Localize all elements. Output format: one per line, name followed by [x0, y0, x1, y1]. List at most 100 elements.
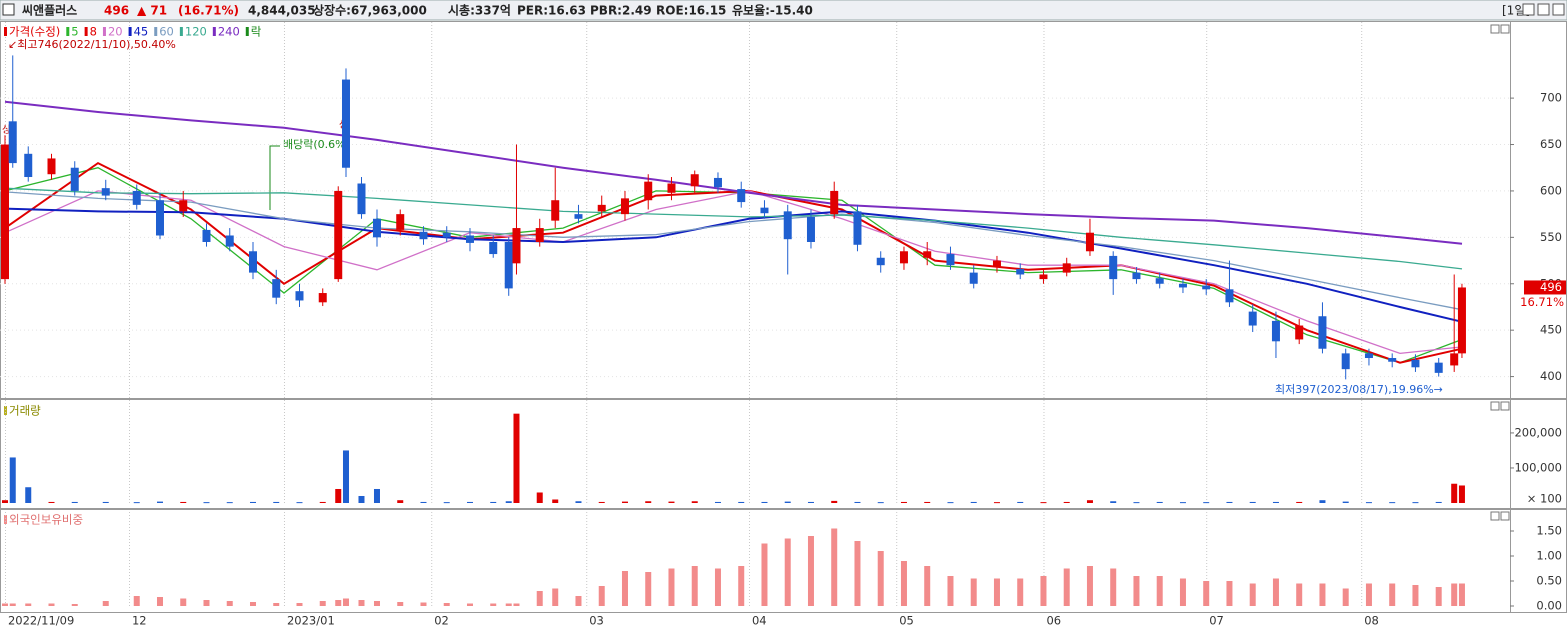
legend-price: 가격(수정)	[9, 25, 60, 39]
bar	[645, 501, 652, 503]
candle-body	[1155, 278, 1164, 284]
candle-body	[318, 293, 327, 303]
bar	[668, 501, 675, 503]
bar	[947, 576, 954, 606]
panel-btn[interactable]	[1500, 511, 1510, 521]
bar	[319, 601, 326, 606]
bar	[877, 551, 884, 606]
candle-body	[853, 211, 862, 245]
x-tick-label: 02	[434, 614, 449, 628]
x-tick-label: 05	[899, 614, 914, 628]
bar	[397, 602, 404, 606]
candle-body	[597, 204, 606, 212]
bar	[598, 586, 605, 606]
candle-body	[690, 174, 699, 187]
candle-body	[70, 167, 79, 191]
bar	[203, 600, 210, 606]
legend-marker	[4, 406, 7, 415]
candle-body	[1450, 353, 1459, 366]
bar	[373, 601, 380, 606]
bar	[1342, 501, 1349, 503]
candle-body	[876, 257, 885, 266]
legend-swatch	[212, 27, 216, 36]
bar	[621, 571, 628, 606]
candle-body	[1132, 272, 1141, 280]
x-tick-label: 08	[1364, 614, 1379, 628]
candle-body	[992, 260, 1001, 268]
bar	[1063, 568, 1070, 606]
bar	[970, 501, 977, 503]
candle-body	[272, 279, 281, 298]
bar	[1133, 502, 1140, 504]
candle-body	[1202, 285, 1211, 290]
bar	[854, 501, 861, 503]
y-tick-label: 450	[1540, 323, 1562, 337]
y-tick-label: 650	[1540, 137, 1562, 151]
candle-body	[155, 200, 164, 236]
bar	[668, 568, 675, 606]
candle-body	[357, 183, 366, 215]
panel-btn[interactable]	[1500, 24, 1510, 34]
legend-entry: 120	[185, 25, 207, 39]
price-tag	[1524, 280, 1566, 295]
maximize-btn[interactable]	[1537, 3, 1550, 16]
bar	[1226, 501, 1233, 503]
y-tick-label: 550	[1540, 230, 1562, 244]
candle-body	[551, 200, 560, 221]
legend-entry: 20	[108, 25, 123, 39]
candle-body	[1434, 362, 1443, 373]
high-annotation: ↙최고746(2022/11/10),50.40%	[8, 38, 176, 51]
bar	[342, 450, 349, 503]
bar	[645, 572, 652, 606]
candle-body	[644, 181, 653, 201]
legend-swatch	[102, 27, 106, 36]
bar	[358, 600, 365, 606]
candle-body	[1341, 353, 1350, 370]
panel-btn[interactable]	[1490, 24, 1500, 34]
candle-body	[620, 198, 629, 215]
bar	[738, 566, 745, 606]
bar	[156, 597, 163, 606]
bar	[1249, 501, 1256, 503]
bar	[443, 603, 450, 606]
bar	[1389, 502, 1396, 504]
candle-body	[806, 216, 815, 242]
candle-body	[225, 235, 234, 247]
close-btn[interactable]	[1552, 3, 1565, 16]
candle-body	[899, 251, 908, 264]
panel-btn[interactable]	[1490, 511, 1500, 521]
candle-body	[1411, 359, 1420, 368]
bar	[156, 501, 163, 503]
bar	[505, 603, 512, 606]
bar	[203, 502, 210, 504]
bar	[226, 502, 233, 504]
ma-line	[4, 187, 1463, 270]
candle-body	[132, 190, 141, 205]
candle-body	[1318, 316, 1327, 349]
candle-body	[8, 121, 17, 164]
panel-btn[interactable]	[1490, 401, 1500, 411]
bar	[1156, 576, 1163, 606]
bar	[536, 492, 543, 503]
minimize-btn[interactable]	[1522, 3, 1535, 16]
candle-body	[1016, 268, 1025, 275]
bar	[575, 596, 582, 606]
candle-body	[24, 153, 33, 178]
bar	[1458, 485, 1465, 503]
bar	[133, 596, 140, 606]
market-cap: 시총:337억	[448, 3, 511, 18]
bar	[490, 603, 497, 606]
legend-swatch	[245, 27, 249, 36]
bar	[71, 604, 78, 606]
candle-body	[946, 254, 955, 266]
candle-body	[969, 272, 978, 284]
candle-body	[783, 211, 792, 240]
bar	[1040, 502, 1047, 504]
foreign-title: 외국인보유비중	[9, 513, 83, 527]
checkbox[interactable]	[2, 3, 15, 16]
legend-entry: 8	[90, 25, 97, 39]
y-tick-label: 1.50	[1536, 524, 1562, 538]
panel-btn[interactable]	[1500, 401, 1510, 411]
candle-body	[1109, 255, 1118, 280]
bar	[831, 500, 838, 503]
